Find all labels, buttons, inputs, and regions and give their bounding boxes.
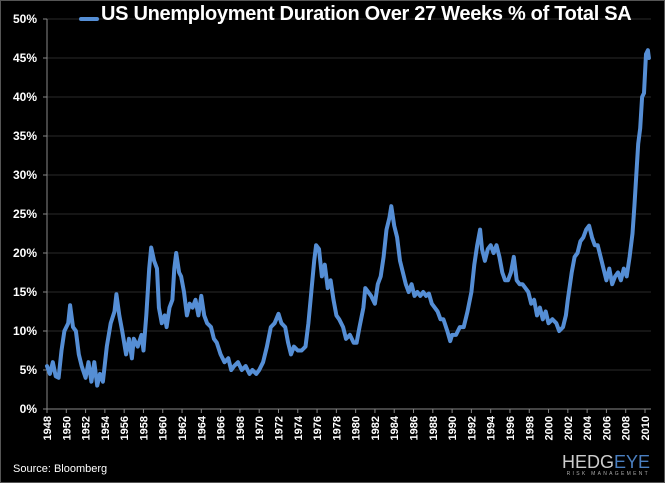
x-tick-label: 1950 — [61, 416, 73, 440]
x-tick-label: 1986 — [409, 416, 421, 440]
x-tick-label: 1998 — [524, 416, 536, 440]
x-tick-label: 2006 — [601, 416, 613, 440]
x-tick-label: 1952 — [81, 416, 93, 440]
y-tick-label: 10% — [13, 324, 37, 338]
x-tick-label: 1970 — [254, 416, 266, 440]
x-tick-label: 1994 — [486, 415, 498, 440]
x-tick-label: 2002 — [563, 416, 575, 440]
x-tick-label: 1958 — [138, 416, 150, 440]
y-tick-label: 5% — [20, 363, 38, 377]
x-tick-label: 1990 — [447, 416, 459, 440]
x-tick-label: 1968 — [235, 416, 247, 440]
x-tick-label: 2000 — [544, 416, 556, 440]
y-tick-label: 25% — [13, 207, 37, 221]
y-tick-label: 0% — [20, 402, 38, 416]
chart-title: US Unemployment Duration Over 27 Weeks %… — [101, 3, 632, 25]
source-note: Source: Bloomberg — [13, 463, 108, 475]
x-tick-label: 1962 — [177, 416, 189, 440]
x-tick-label: 2004 — [582, 415, 594, 440]
x-tick-label: 1974 — [293, 415, 305, 440]
x-tick-label: 1956 — [119, 416, 131, 440]
x-tick-label: 1984 — [389, 415, 401, 440]
y-tick-label: 50% — [13, 12, 37, 26]
y-tick-label: 45% — [13, 51, 37, 65]
y-tick-label: 35% — [13, 129, 37, 143]
x-tick-label: 1964 — [196, 415, 208, 440]
x-tick-label: 1954 — [100, 415, 112, 440]
y-tick-label: 40% — [13, 90, 37, 104]
x-tick-label: 2008 — [621, 416, 633, 440]
y-tick-label: 30% — [13, 168, 37, 182]
x-tick-label: 1996 — [505, 416, 517, 440]
y-tick-label: 20% — [13, 246, 37, 260]
x-tick-label: 1966 — [216, 416, 228, 440]
x-tick-label: 1972 — [273, 416, 285, 440]
x-tick-label: 1976 — [312, 416, 324, 440]
x-tick-label: 1960 — [158, 416, 170, 440]
series-line — [45, 48, 651, 388]
hedgeye-logo: HEDGEYE RISK MANAGEMENT — [561, 452, 650, 477]
x-tick-label: 1978 — [331, 416, 343, 440]
x-tick-label: 1988 — [428, 416, 440, 440]
x-tick-label: 2010 — [640, 416, 652, 440]
x-tick-label: 1980 — [351, 416, 363, 440]
y-tick-label: 15% — [13, 285, 37, 299]
x-tick-label: 1992 — [466, 416, 478, 440]
x-tick-label: 1982 — [370, 416, 382, 440]
x-tick-label: 1948 — [42, 416, 54, 440]
legend-swatch — [79, 17, 99, 21]
